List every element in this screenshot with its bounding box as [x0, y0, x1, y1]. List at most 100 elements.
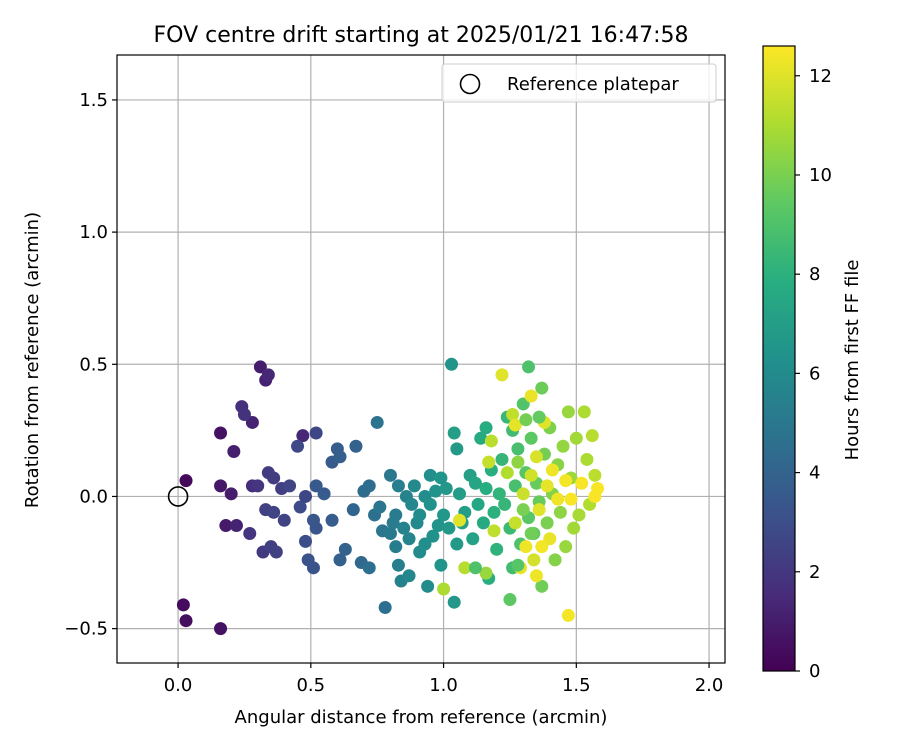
data-point — [516, 487, 530, 501]
data-point — [179, 614, 193, 628]
colorbar-label: Hours from first FF file — [842, 260, 863, 461]
colorbar-ticks: 0 2 4 6 8 10 12 — [795, 66, 832, 682]
plot-frame — [116, 54, 726, 664]
y-tick-label: −0.5 — [64, 619, 108, 640]
data-point — [309, 521, 323, 535]
data-point — [214, 479, 228, 493]
data-point — [423, 497, 437, 511]
data-point — [397, 521, 411, 535]
data-point — [309, 479, 323, 493]
data-point — [535, 579, 549, 593]
data-point — [306, 561, 320, 575]
data-point — [251, 479, 265, 493]
data-point — [500, 466, 514, 480]
y-tick-label: 1.0 — [79, 222, 108, 243]
data-point — [482, 455, 496, 469]
data-point — [291, 439, 305, 453]
data-point — [383, 526, 397, 540]
data-point — [317, 487, 331, 501]
data-point — [591, 482, 605, 496]
data-point — [214, 426, 228, 440]
data-point — [532, 503, 546, 517]
data-point — [391, 558, 405, 572]
data-point — [471, 497, 485, 511]
y-tick-label: 0.5 — [79, 354, 108, 375]
data-point — [434, 471, 448, 485]
data-point — [349, 439, 363, 453]
data-point — [253, 360, 267, 374]
colorbar-tick-label: 6 — [809, 363, 820, 384]
colorbar-tick-label: 4 — [809, 463, 820, 484]
data-point — [267, 505, 281, 519]
data-point — [309, 426, 323, 440]
data-point — [277, 513, 291, 527]
data-point — [383, 468, 397, 482]
legend-box — [441, 63, 717, 103]
scatter-points — [176, 357, 605, 636]
data-point — [519, 413, 533, 427]
x-tick-label: 0.0 — [164, 675, 193, 696]
data-point — [511, 558, 525, 572]
y-tick-label: 1.5 — [79, 90, 108, 111]
x-axis-ticks: 0.0 0.5 1.0 1.5 2.0 — [164, 663, 723, 696]
data-point — [450, 442, 464, 456]
colorbar-tick-label: 12 — [809, 66, 832, 87]
data-point — [466, 532, 480, 546]
data-point — [333, 553, 347, 567]
data-point — [527, 553, 541, 567]
data-point — [474, 431, 488, 445]
data-point — [437, 508, 451, 522]
data-point — [484, 434, 498, 448]
data-point — [418, 537, 432, 551]
data-point — [447, 595, 461, 609]
data-point — [479, 421, 493, 435]
data-point — [553, 505, 567, 519]
data-point — [559, 540, 573, 554]
data-point — [450, 537, 464, 551]
data-point — [224, 487, 238, 501]
data-point — [458, 561, 472, 575]
data-point — [391, 479, 405, 493]
data-point — [413, 508, 427, 522]
data-point — [545, 463, 559, 477]
data-point — [179, 474, 193, 488]
data-point — [516, 503, 530, 517]
data-point — [535, 540, 549, 554]
data-point — [468, 476, 482, 490]
data-point — [519, 540, 533, 554]
data-point — [296, 429, 310, 443]
data-point — [524, 431, 538, 445]
data-point — [445, 357, 459, 371]
data-point — [402, 569, 416, 583]
data-point — [479, 566, 493, 580]
data-point — [245, 415, 259, 429]
data-point — [176, 598, 190, 612]
data-point — [588, 468, 602, 482]
y-axis-label: Rotation from reference (arcmin) — [22, 212, 43, 508]
data-point — [437, 582, 451, 596]
data-point — [532, 410, 546, 424]
data-point — [575, 476, 589, 490]
data-point — [370, 415, 384, 429]
legend: Reference platepar — [441, 63, 717, 103]
data-point — [429, 484, 443, 498]
data-point — [442, 521, 456, 535]
data-point — [564, 492, 578, 506]
data-point — [299, 489, 313, 503]
data-point — [503, 593, 517, 607]
data-point — [402, 532, 416, 546]
data-point — [389, 540, 403, 554]
data-point — [551, 492, 565, 506]
data-point — [346, 503, 360, 517]
colorbar-tick-label: 2 — [809, 562, 820, 583]
data-point — [490, 542, 504, 556]
data-point — [431, 519, 445, 533]
data-point — [561, 608, 575, 622]
data-point — [476, 516, 490, 530]
x-tick-label: 0.5 — [296, 675, 325, 696]
x-axis-label: Angular distance from reference (arcmin) — [235, 707, 608, 728]
data-point — [468, 561, 482, 575]
data-point — [535, 381, 549, 395]
data-point — [267, 471, 281, 485]
